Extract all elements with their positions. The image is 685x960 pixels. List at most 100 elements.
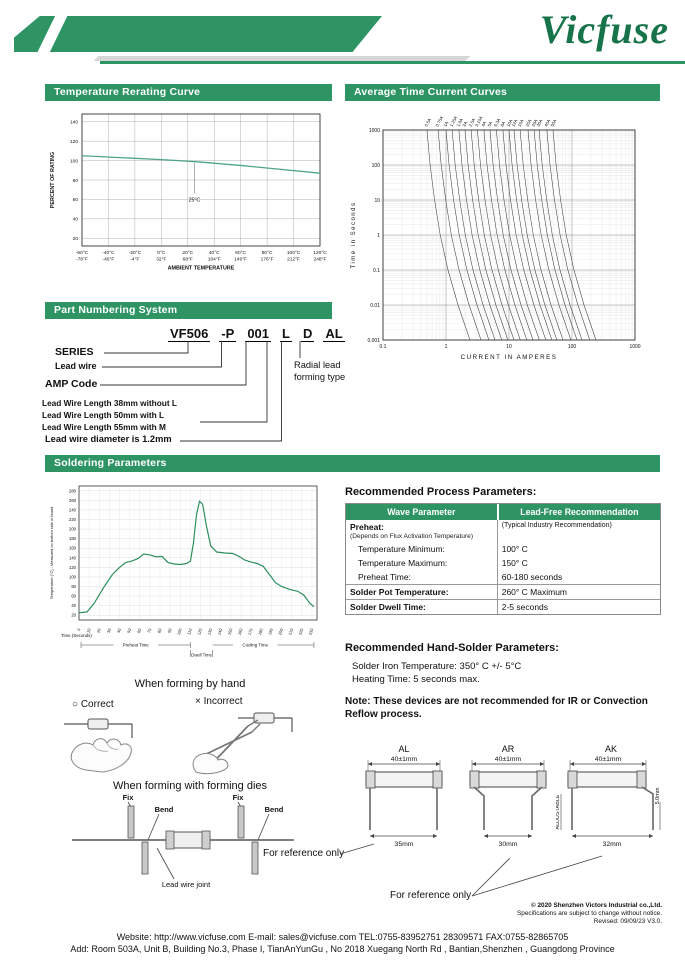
part-number-code: VF506 -P 001 L D AL [168, 326, 345, 342]
process-params-title: Recommended Process Parameters: [345, 486, 537, 498]
svg-text:0.001: 0.001 [367, 338, 380, 344]
bottom-dimension: 32mm [603, 841, 622, 848]
process-parameters-table: Wave Parameter Lead-Free Recommendation … [345, 503, 661, 615]
svg-text:100: 100 [70, 158, 78, 164]
svg-text:120: 120 [69, 565, 77, 570]
section-title-time-current: Average Time Current Curves [345, 84, 660, 101]
footer-address-line: Add: Room 503A, Unit B, Building No.3, P… [70, 944, 615, 954]
table-row: Solder Pot Temperature: 260° C Maximum [346, 584, 660, 599]
svg-text:32°F: 32°F [156, 257, 166, 263]
svg-text:170: 170 [247, 627, 254, 636]
svg-text:248°F: 248°F [314, 257, 327, 263]
svg-text:210: 210 [287, 627, 294, 636]
bend-label: Bend [265, 805, 284, 814]
hand-solder-title: Recommended Hand-Solder Parameters: [345, 642, 559, 654]
svg-text:Time (Seconds): Time (Seconds) [61, 633, 92, 638]
svg-text:220: 220 [297, 627, 304, 636]
svg-text:176°F: 176°F [261, 257, 274, 263]
row-param: Solder Pot Temperature: [350, 587, 449, 597]
svg-text:0.5A: 0.5A [424, 117, 433, 127]
radial-forming-label: Radial lead forming type [294, 360, 346, 382]
row-value: 260° C Maximum [496, 585, 660, 599]
row-param: Temperature Maximum: [358, 558, 448, 568]
section-title-soldering: Soldering Parameters [45, 455, 660, 472]
svg-text:1000: 1000 [629, 344, 640, 350]
correct-forming-hand-illustration [64, 718, 133, 773]
notice-line: Specifications are subject to change wit… [517, 910, 662, 917]
svg-text:2.5A: 2.5A [468, 117, 477, 127]
svg-text:160: 160 [237, 627, 244, 636]
svg-text:120: 120 [196, 627, 203, 636]
svg-text:240: 240 [69, 507, 77, 512]
svg-text:100: 100 [176, 627, 183, 636]
lead-wire-label: Lead wire [55, 361, 97, 371]
svg-text:15A: 15A [517, 118, 525, 127]
time-current-chart: 0.1 1 10 100 1000 0.001 0.01 0.1 1 10 100 1000 0.5A 0… [351, 115, 641, 361]
fix-label: Fix [233, 793, 245, 802]
series-label: SERIES [55, 346, 94, 358]
svg-text:280: 280 [69, 488, 77, 493]
reference-note-1: For reference only [263, 848, 345, 859]
svg-text:68°F: 68°F [183, 257, 193, 263]
brand-logo: Vicfuse [539, 7, 669, 52]
svg-text:-60°C: -60°C [76, 250, 89, 256]
side-dimension: 5.0mm [655, 787, 661, 804]
incorrect-label: Incorrect [203, 696, 243, 707]
reference-note-2: For reference only [390, 890, 472, 901]
header-banner-shape [14, 16, 382, 52]
svg-text:1.6A: 1.6A [455, 117, 464, 127]
svg-text:140: 140 [70, 120, 78, 126]
correct-label: Correct [80, 699, 114, 710]
svg-text:20: 20 [73, 236, 79, 242]
row-value: 100° C [496, 542, 660, 556]
bottom-dimension: 35mm [395, 841, 414, 848]
lead-wire-joint-label: Lead wire joint [162, 880, 211, 889]
section-title-part-numbering: Part Numbering System [45, 302, 332, 319]
lead-length-option-2: Lead Wire Length 50mm with L [42, 410, 165, 420]
svg-text:140: 140 [69, 555, 77, 560]
svg-text:130: 130 [206, 627, 213, 636]
svg-text:5A: 5A [487, 120, 494, 127]
svg-text:-4°F: -4°F [130, 257, 139, 263]
part-code-forming: AL [323, 326, 345, 342]
part-code-length: L [280, 326, 292, 342]
svg-text:4A: 4A [480, 120, 487, 127]
forming-dies-illustration: Fix Fix Bend Bend Lead wire joint [72, 793, 294, 889]
svg-text:Preheat Time: Preheat Time [123, 643, 150, 648]
svg-text:200: 200 [277, 627, 284, 636]
svg-text:2A: 2A [461, 120, 468, 127]
copyright-line: © 2020 Shenzhen Victors Industrial co.,L… [530, 902, 662, 909]
fix-label: Fix [123, 793, 135, 802]
section-title-temperature-rerating: Temperature Rerating Curve [45, 84, 332, 101]
part-code-leadwire: -P [219, 326, 237, 342]
svg-text:230: 230 [308, 627, 315, 636]
svg-text:PERCENT OF RATING: PERCENT OF RATING [50, 152, 56, 209]
lead-length-option-3: Lead Wire Length 55mm with M [42, 422, 166, 432]
table-row: Preheat Time: 60-180 seconds [346, 570, 660, 584]
svg-text:60: 60 [73, 197, 79, 203]
top-dimension: 40±1mm [495, 756, 522, 763]
row-value: 2-5 seconds [496, 600, 660, 614]
incorrect-cross-icon: × [195, 696, 201, 707]
svg-text:20: 20 [96, 627, 102, 634]
svg-text:40: 40 [116, 627, 122, 634]
svg-text:25°C: 25°C [189, 197, 201, 203]
forming-dies-title: When forming with forming dies [112, 780, 268, 792]
bottom-dimension: 30mm [499, 841, 518, 848]
lead-diameter-label: Lead wire diameter is 1.2mm [45, 434, 172, 444]
row-value: 150° C [496, 556, 660, 570]
reference-pointer-lines [339, 843, 603, 897]
svg-text:180: 180 [257, 627, 264, 636]
svg-text:100: 100 [69, 574, 77, 579]
row-param-sub: (Depends on Flux Activation Temperature) [350, 533, 474, 540]
header-rule [100, 61, 685, 64]
table-header-row: Wave Parameter Lead-Free Recommendation [346, 504, 660, 520]
svg-text:0.1: 0.1 [380, 344, 387, 350]
reflow-warning-note: Note: These devices are not recommended … [345, 696, 648, 720]
incorrect-label-group: × Incorrect [195, 696, 243, 707]
svg-text:10: 10 [374, 198, 380, 204]
part-code-amp: 001 [245, 326, 272, 342]
svg-text:60: 60 [71, 594, 76, 599]
svg-text:40: 40 [73, 217, 79, 223]
